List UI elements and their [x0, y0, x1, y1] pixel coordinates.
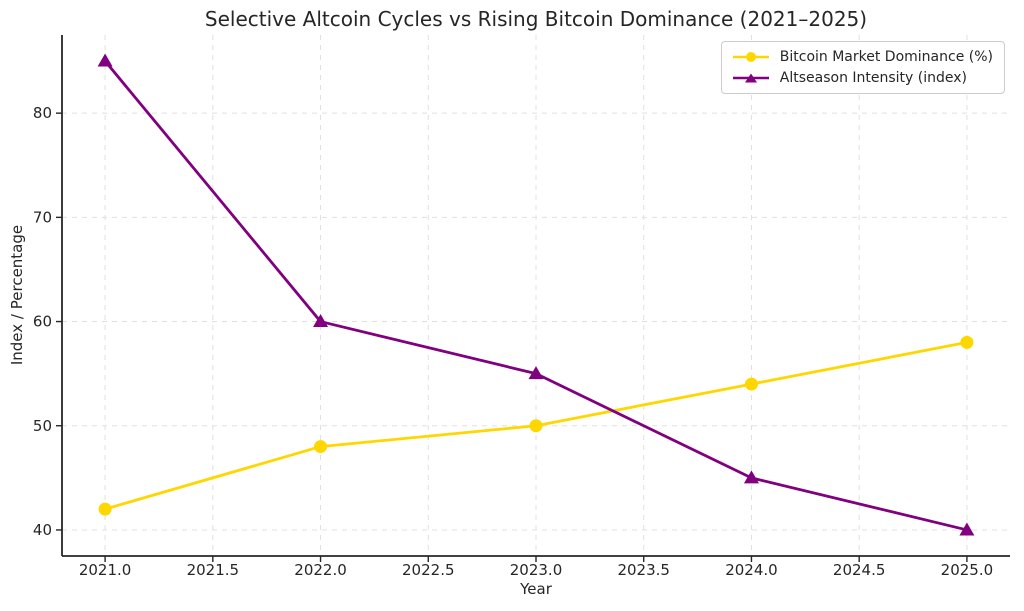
- data-point-bitcoin-market-dominance: [314, 440, 328, 454]
- legend-line-circle-icon: [732, 52, 769, 62]
- data-point-bitcoin-market-dominance: [529, 419, 543, 433]
- data-point-altseason-intensity-index: [528, 366, 544, 380]
- y-tick-label: 60: [33, 313, 52, 331]
- y-tick-label: 50: [33, 417, 52, 435]
- data-point-altseason-intensity-index: [743, 470, 759, 484]
- data-point-altseason-intensity-index: [959, 522, 975, 536]
- data-point-bitcoin-market-dominance: [744, 377, 758, 391]
- x-tick-label: 2023.5: [617, 561, 670, 579]
- x-tick-label: 2023.0: [510, 561, 563, 579]
- x-tick-label: 2022.5: [402, 561, 455, 579]
- data-point-bitcoin-market-dominance: [98, 502, 112, 516]
- y-tick-label: 40: [33, 521, 52, 539]
- x-tick-label: 2022.0: [294, 561, 347, 579]
- x-tick-label: 2024.5: [833, 561, 886, 579]
- legend-label-altseason-intensity: Altseason Intensity (index): [779, 70, 968, 86]
- legend-label-bitcoin-market-dominance: Bitcoin Market Dominance (%): [779, 49, 993, 65]
- legend: Bitcoin Market Dominance (%) Altseason I…: [720, 41, 1005, 94]
- x-tick-label: 2021.0: [79, 561, 132, 579]
- x-axis-label: Year: [520, 580, 552, 598]
- chart-title: Selective Altcoin Cycles vs Rising Bitco…: [204, 7, 868, 31]
- y-tick-label: 80: [33, 104, 52, 122]
- legend-line-triangle-icon: [732, 73, 769, 83]
- y-tick-label: 70: [33, 208, 52, 226]
- data-point-altseason-intensity-index: [97, 53, 113, 67]
- data-point-altseason-intensity-index: [313, 314, 329, 328]
- legend-item-bitcoin-market-dominance: Bitcoin Market Dominance (%): [731, 49, 993, 65]
- x-tick-label: 2021.5: [187, 561, 240, 579]
- x-tick-label: 2024.0: [725, 561, 778, 579]
- data-point-bitcoin-market-dominance: [960, 335, 974, 349]
- legend-item-altseason-intensity: Altseason Intensity (index): [731, 70, 993, 86]
- x-tick-label: 2025.0: [941, 561, 994, 579]
